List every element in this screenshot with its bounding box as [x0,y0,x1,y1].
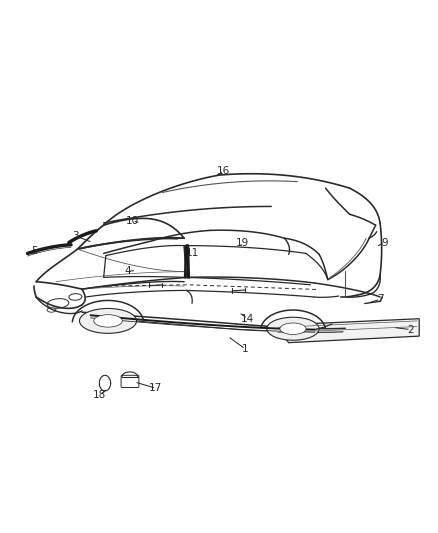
Polygon shape [276,319,419,343]
Ellipse shape [69,294,82,300]
Text: 16: 16 [217,166,230,176]
Text: 19: 19 [237,238,250,247]
Ellipse shape [94,314,122,327]
Ellipse shape [267,317,319,340]
Text: 7: 7 [377,294,383,304]
Text: 10: 10 [125,216,138,226]
Text: 3: 3 [72,231,79,241]
FancyBboxPatch shape [121,375,139,387]
Ellipse shape [47,298,69,309]
Ellipse shape [47,308,56,312]
Text: 1: 1 [242,344,248,354]
Ellipse shape [280,323,306,335]
Ellipse shape [79,309,137,333]
Text: 5: 5 [31,246,37,256]
Text: 11: 11 [186,248,200,259]
Text: 14: 14 [240,314,254,324]
Text: 17: 17 [149,383,162,393]
Text: 2: 2 [407,325,414,335]
Text: 4: 4 [124,266,131,276]
Text: 18: 18 [93,390,106,400]
Text: 9: 9 [381,238,388,247]
